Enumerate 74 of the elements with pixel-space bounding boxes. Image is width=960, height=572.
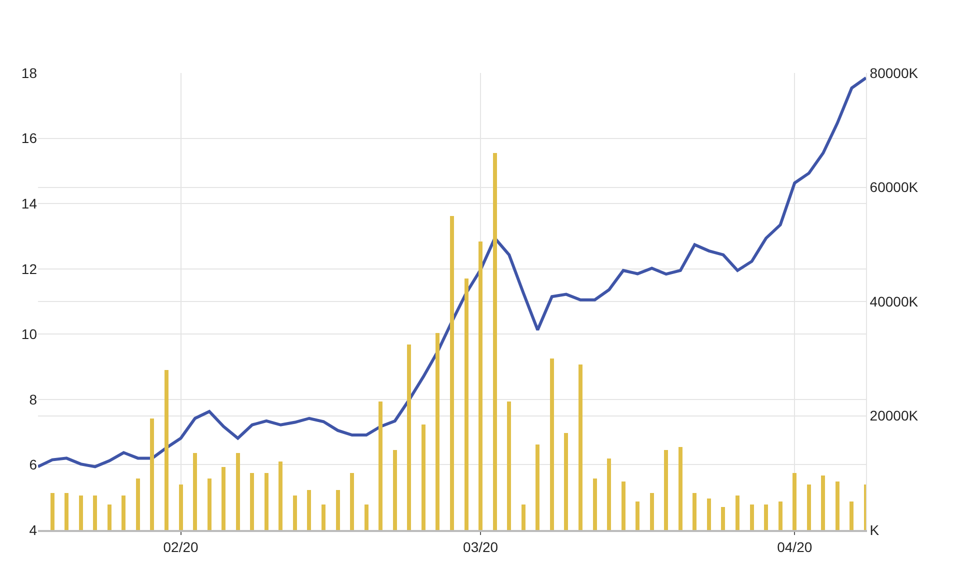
bar [536, 444, 540, 530]
bar [592, 478, 597, 530]
bar [850, 501, 854, 530]
bar [750, 504, 754, 530]
bar [835, 481, 840, 530]
y2-tick-label: 40000K [870, 293, 919, 310]
bar [150, 418, 154, 530]
bar [806, 484, 811, 530]
x-tick-label: 04/20 [777, 538, 812, 555]
bar [122, 496, 126, 530]
bar [78, 496, 83, 530]
bar [178, 484, 183, 530]
bar [50, 492, 54, 530]
bar [706, 498, 711, 530]
bar [378, 401, 383, 530]
y-tick-label: 4 [29, 522, 38, 538]
y-tick-label: 10 [21, 326, 38, 342]
bar [792, 472, 797, 530]
bar [521, 504, 526, 530]
bar [636, 501, 640, 530]
bar [778, 501, 782, 530]
y2-tick-label: 20000K [870, 408, 919, 424]
bar [436, 332, 440, 530]
bar [236, 452, 240, 530]
x-tick-label: 02/20 [163, 538, 198, 555]
bar [507, 401, 512, 530]
bar [107, 504, 112, 530]
bar [821, 476, 826, 530]
bar [350, 472, 354, 530]
bar [392, 450, 397, 530]
y2-tick-label: 80000K [870, 64, 919, 81]
bar [264, 472, 268, 530]
bar [664, 450, 668, 530]
bar [364, 504, 368, 530]
bar [736, 496, 740, 530]
bar [478, 242, 483, 530]
bar [407, 344, 412, 530]
y2-tick-label: K [870, 522, 880, 538]
bar [607, 458, 612, 530]
bar [650, 492, 654, 530]
bar [292, 496, 297, 530]
bar [93, 496, 98, 530]
bar [207, 478, 212, 530]
bar [578, 364, 582, 530]
bar [692, 492, 697, 530]
bar [307, 490, 312, 530]
bar [564, 432, 568, 530]
x-tick-label: 03/20 [463, 538, 498, 555]
bar [678, 447, 682, 530]
bar [464, 278, 468, 530]
bar [492, 152, 497, 530]
bar [64, 492, 69, 530]
bar [278, 461, 283, 530]
bar [550, 358, 554, 530]
bar [322, 504, 326, 530]
y-tick-label: 18 [21, 64, 38, 81]
bar [764, 504, 768, 530]
bar [621, 481, 626, 530]
bar [222, 467, 226, 530]
bar [193, 452, 198, 530]
y2-tick-label: 60000K [870, 179, 919, 196]
y-tick-label: 8 [29, 391, 38, 408]
y-tick-label: 14 [21, 195, 38, 212]
y-tick-label: 16 [21, 130, 38, 146]
bar [136, 478, 140, 530]
line-series [38, 76, 866, 468]
bar [421, 424, 426, 530]
y-tick-label: 6 [29, 456, 38, 473]
bar [250, 472, 254, 530]
y-tick-label: 12 [21, 260, 38, 277]
bar [450, 216, 454, 530]
bar [164, 370, 168, 530]
bar [721, 507, 726, 530]
bar [336, 490, 340, 530]
